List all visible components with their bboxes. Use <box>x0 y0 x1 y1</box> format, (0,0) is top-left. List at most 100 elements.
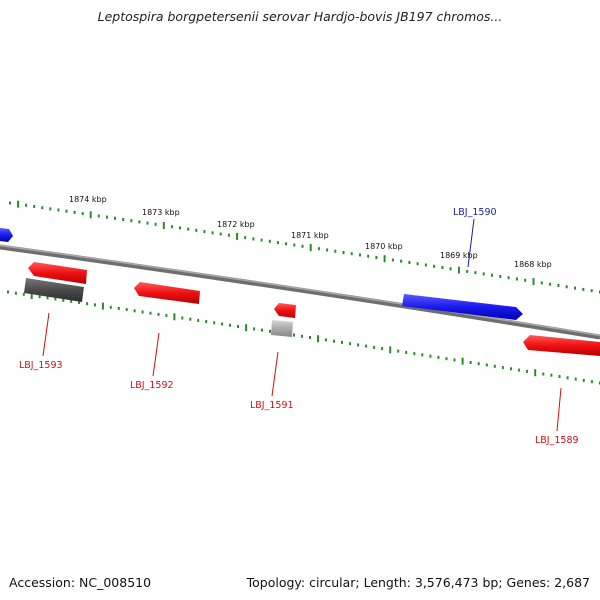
lower-minor-tick <box>117 306 120 310</box>
topology-summary: Topology: circular; Length: 3,576,473 bp… <box>246 575 590 590</box>
lower-minor-tick <box>86 302 89 306</box>
upper-minor-tick <box>565 285 568 289</box>
upper-minor-tick <box>359 253 361 257</box>
upper-minor-tick <box>97 214 100 218</box>
gene-label-lbj1592[interactable]: LBJ_1592 <box>130 380 174 391</box>
upper-major-tick <box>89 211 92 219</box>
kbp-label-1873: 1873 kbp <box>142 208 180 217</box>
upper-minor-tick <box>416 262 419 266</box>
kbp-label-1871: 1871 kbp <box>291 231 329 240</box>
gene-feature-forward-edge[interactable] <box>0 228 13 242</box>
gene-feature-lbj1591[interactable] <box>274 303 296 318</box>
lower-minor-tick <box>125 308 128 312</box>
lower-minor-tick <box>526 369 529 373</box>
lower-minor-tick <box>197 318 200 322</box>
kbp-label-1874: 1874 kbp <box>69 195 107 204</box>
upper-minor-tick <box>424 263 427 267</box>
gene-label-lbj1593[interactable]: LBJ_1593 <box>19 360 63 371</box>
upper-minor-tick <box>549 282 552 286</box>
leader-line-lbj1591 <box>271 351 279 397</box>
lower-minor-tick <box>157 312 160 316</box>
upper-minor-tick <box>491 273 493 277</box>
gene-label-lbj1591[interactable]: LBJ_1591 <box>250 400 294 411</box>
upper-minor-tick <box>334 249 337 253</box>
lower-minor-tick <box>518 368 521 372</box>
pseudogene-feature-lbj1591 <box>271 320 293 337</box>
upper-minor-tick <box>268 239 271 243</box>
lower-minor-tick <box>141 310 144 314</box>
lower-minor-tick <box>181 316 184 320</box>
lower-minor-tick <box>485 363 488 367</box>
gene-label-lbj1590[interactable]: LBJ_1590 <box>453 207 497 218</box>
lower-minor-tick <box>365 344 368 348</box>
lower-minor-tick <box>62 298 65 302</box>
upper-minor-tick <box>244 236 247 240</box>
upper-minor-tick <box>138 220 141 224</box>
lower-minor-tick <box>229 323 232 327</box>
upper-minor-tick <box>146 221 149 225</box>
gene-feature-lbj1593[interactable] <box>28 262 87 284</box>
upper-minor-tick <box>65 209 68 213</box>
lower-minor-tick <box>38 295 41 299</box>
lower-minor-tick <box>133 309 136 313</box>
lower-minor-tick <box>269 329 271 333</box>
lower-minor-tick <box>349 342 352 346</box>
upper-minor-tick <box>557 284 560 287</box>
lower-minor-tick <box>437 355 440 359</box>
upper-minor-tick <box>252 237 255 241</box>
upper-minor-tick <box>574 286 576 290</box>
lower-minor-tick <box>590 380 593 384</box>
upper-minor-tick <box>81 212 84 216</box>
lower-minor-tick <box>333 339 335 343</box>
gene-feature-lbj1592[interactable] <box>134 282 200 304</box>
lower-minor-tick <box>413 352 416 356</box>
lower-minor-tick <box>341 340 343 344</box>
upper-minor-tick <box>105 215 108 219</box>
lower-minor-tick <box>542 372 545 376</box>
accession-text: Accession: NC_008510 <box>9 575 152 590</box>
lower-minor-tick <box>429 354 432 358</box>
upper-minor-tick <box>375 256 378 259</box>
lower-minor-tick <box>445 357 448 361</box>
upper-minor-tick <box>317 247 320 251</box>
lower-minor-tick <box>381 347 384 351</box>
lower-major-tick <box>245 324 248 332</box>
lower-minor-tick <box>357 343 360 347</box>
lower-minor-tick <box>301 334 303 338</box>
upper-minor-tick <box>227 233 230 237</box>
upper-minor-tick <box>449 267 452 271</box>
lower-minor-tick <box>165 314 168 318</box>
lower-minor-tick <box>469 361 472 364</box>
upper-minor-tick <box>122 218 125 221</box>
map-title: Leptospira borgpetersenii serovar Hardjo… <box>97 9 503 24</box>
upper-minor-tick <box>285 242 288 246</box>
upper-major-tick <box>236 232 239 240</box>
lower-minor-tick <box>70 299 73 303</box>
lower-major-tick <box>101 302 104 310</box>
upper-minor-tick <box>170 225 173 229</box>
upper-minor-tick <box>187 227 190 231</box>
gene-label-lbj1589[interactable]: LBJ_1589 <box>535 435 579 446</box>
lower-minor-tick <box>7 290 9 294</box>
upper-minor-tick <box>540 281 543 285</box>
upper-minor-tick <box>179 226 181 230</box>
lower-minor-tick <box>54 297 57 301</box>
lower-minor-tick <box>94 303 96 307</box>
upper-minor-tick <box>499 275 502 278</box>
upper-major-tick <box>17 200 20 208</box>
upper-minor-tick <box>130 219 133 223</box>
upper-major-tick <box>383 255 386 263</box>
lower-minor-tick <box>293 333 295 337</box>
leader-line-lbj1589 <box>556 387 562 432</box>
lower-minor-tick <box>582 378 585 382</box>
upper-minor-tick <box>203 230 206 234</box>
gene-feature-lbj1589[interactable] <box>523 335 600 356</box>
upper-minor-tick <box>466 269 469 273</box>
lower-minor-tick <box>149 311 152 315</box>
upper-scale-ticks <box>9 200 600 294</box>
upper-minor-tick <box>342 251 345 254</box>
lower-major-tick <box>534 369 537 377</box>
upper-minor-tick <box>260 238 263 242</box>
gene-feature-lbj1590[interactable] <box>402 294 523 320</box>
lower-major-tick <box>461 357 464 365</box>
